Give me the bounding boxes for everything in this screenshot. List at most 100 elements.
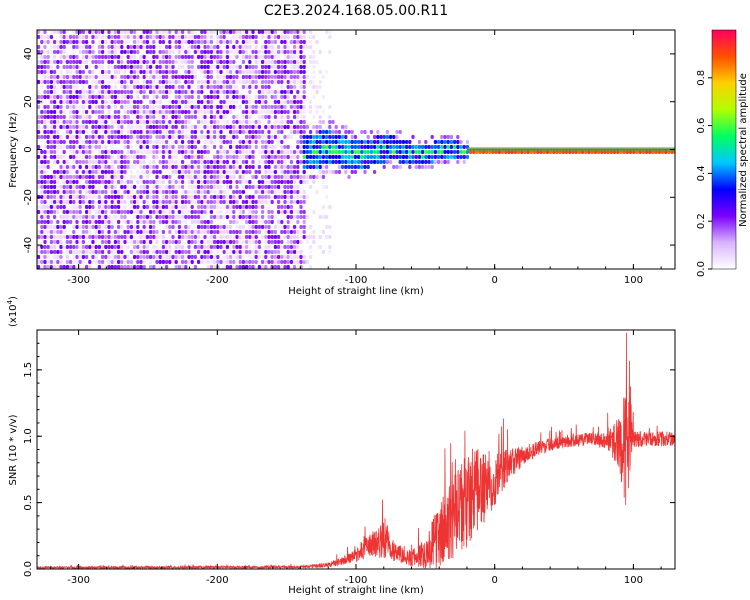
heatmap-cell	[113, 75, 117, 79]
heatmap-cell	[56, 180, 60, 184]
heatmap-cell	[174, 135, 178, 139]
heatmap-cell	[85, 55, 89, 59]
heatmap-cell	[117, 95, 121, 99]
heatmap-cell	[209, 250, 213, 254]
heatmap-cell	[251, 225, 255, 229]
heatmap-cell	[222, 255, 226, 259]
heatmap-cell	[62, 165, 66, 169]
heatmap-cell	[174, 70, 178, 74]
heatmap-cell	[283, 55, 287, 59]
heatmap-cell	[177, 40, 181, 44]
heatmap-cell	[97, 185, 101, 189]
heatmap-cell	[69, 175, 73, 179]
heatmap-cell	[229, 185, 233, 189]
heatmap-cell	[273, 135, 277, 139]
heatmap-cell	[37, 150, 41, 154]
heatmap-cell	[120, 150, 124, 154]
heatmap-cell	[65, 255, 69, 259]
heatmap-cell	[347, 130, 351, 134]
heatmap-cell	[97, 50, 101, 54]
heatmap-cell	[78, 30, 82, 34]
heatmap-cell	[203, 215, 207, 219]
heatmap-cell	[261, 50, 265, 54]
y-tick-label: 1.0	[23, 428, 34, 444]
heatmap-cell	[65, 95, 69, 99]
heatmap-cell	[283, 190, 287, 194]
heatmap-cell	[277, 45, 281, 49]
heatmap-cell	[136, 250, 140, 254]
heatmap-cell	[72, 60, 76, 64]
heatmap-cell	[91, 45, 95, 49]
heatmap-cell	[395, 135, 399, 139]
heatmap-cell	[293, 70, 297, 74]
heatmap-cell	[443, 155, 447, 159]
heatmap-cell	[161, 190, 165, 194]
heatmap-cell	[241, 95, 245, 99]
heatmap-cell	[197, 165, 201, 169]
heatmap-cell	[59, 140, 63, 144]
heatmap-cell	[152, 190, 156, 194]
heatmap-cell	[88, 100, 92, 104]
heatmap-cell	[190, 45, 194, 49]
heatmap-cell	[283, 155, 287, 159]
heatmap-cell	[123, 140, 127, 144]
heatmap-cell	[389, 155, 393, 159]
heatmap-cell	[56, 205, 60, 209]
heatmap-cell	[155, 165, 159, 169]
heatmap-cell	[241, 175, 245, 179]
heatmap-cell	[91, 200, 95, 204]
heatmap-cell	[104, 125, 108, 129]
heatmap-cell	[353, 165, 357, 169]
heatmap-cell	[181, 40, 185, 44]
heatmap-cell	[91, 185, 95, 189]
heatmap-cell	[59, 170, 63, 174]
heatmap-cell	[251, 255, 255, 259]
heatmap-cell	[283, 30, 287, 34]
heatmap-cell	[302, 65, 306, 69]
heatmap-cell	[40, 30, 44, 34]
heatmap-cell	[309, 45, 313, 49]
heatmap-cell	[104, 245, 108, 249]
heatmap-cell	[40, 55, 44, 59]
heatmap-cell	[309, 265, 313, 269]
heatmap-cell	[216, 230, 220, 234]
heatmap-cell	[43, 110, 47, 114]
heatmap-cell	[165, 75, 169, 79]
heatmap-cell	[110, 130, 114, 134]
heatmap-cell	[267, 40, 271, 44]
heatmap-cell	[331, 150, 335, 154]
heatmap-cell	[190, 105, 194, 109]
heatmap-cell	[85, 155, 89, 159]
heatmap-cell	[49, 95, 53, 99]
heatmap-cell	[62, 30, 66, 34]
heatmap-cell	[37, 200, 41, 204]
heatmap-cell	[238, 210, 242, 214]
heatmap-cell	[200, 240, 204, 244]
heatmap-cell	[229, 110, 233, 114]
heatmap-cell	[222, 90, 226, 94]
heatmap-cell	[334, 130, 338, 134]
heatmap-cell	[123, 210, 127, 214]
heatmap-cell	[133, 70, 137, 74]
heatmap-cell	[107, 60, 111, 64]
heatmap-cell	[254, 175, 258, 179]
heatmap-cell	[142, 155, 146, 159]
heatmap-cell	[145, 175, 149, 179]
heatmap-cell	[187, 190, 191, 194]
heatmap-cell	[181, 75, 185, 79]
heatmap-cell	[155, 30, 159, 34]
heatmap-cell	[110, 125, 114, 129]
heatmap-cell	[449, 150, 453, 154]
heatmap-cell	[376, 145, 380, 149]
heatmap-cell	[213, 180, 217, 184]
heatmap-cell	[97, 65, 101, 69]
heatmap-cell	[254, 55, 258, 59]
heatmap-cell	[376, 155, 380, 159]
heatmap-cell	[280, 65, 284, 69]
heatmap-cell	[107, 35, 111, 39]
heatmap-cell	[139, 240, 143, 244]
heatmap-cell	[366, 155, 370, 159]
heatmap-cell	[149, 30, 153, 34]
heatmap-cell	[325, 70, 329, 74]
